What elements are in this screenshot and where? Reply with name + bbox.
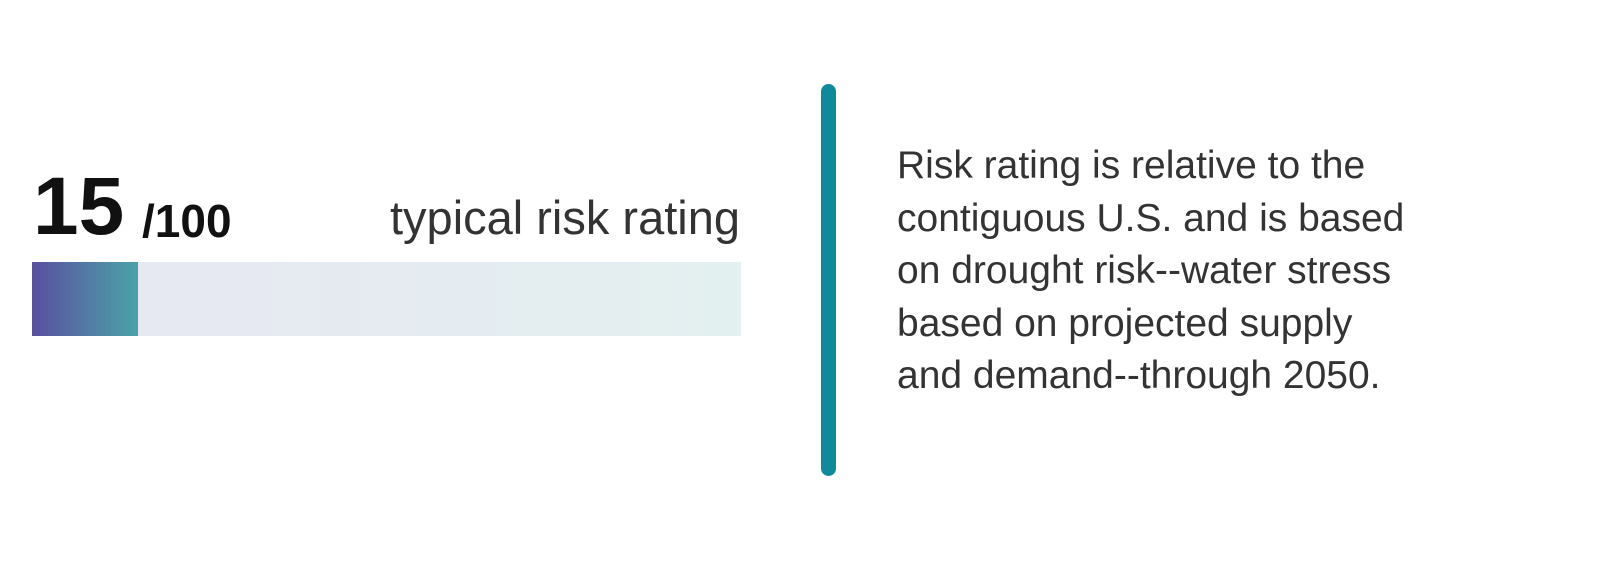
score-max: /100 [142,195,232,247]
description-line: on drought risk--water stress [897,249,1392,292]
description-line: Risk rating is relative to the [897,144,1366,187]
score-value: 15 [33,161,125,252]
score-bar [32,262,139,336]
score-caption: typical risk rating [390,191,740,244]
score-track [32,262,741,336]
divider [821,84,836,476]
description-line: and demand--through 2050. [897,354,1381,397]
description: Risk rating is relative to the contiguous… [897,140,1404,403]
description-line: contiguous U.S. and is based [897,196,1405,240]
description-line: based on projected supply [897,301,1353,345]
